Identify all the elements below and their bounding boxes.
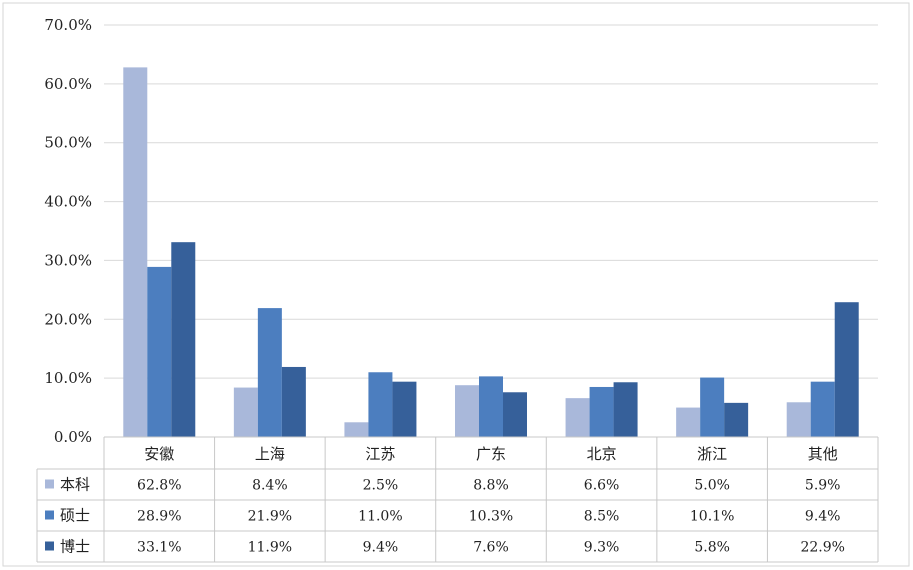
table-cell: 9.4% [805, 509, 841, 525]
table-cell: 21.9% [248, 509, 292, 525]
y-tick-label: 0.0% [54, 428, 92, 446]
y-tick-label: 70.0% [44, 16, 92, 34]
table-cell: 10.3% [469, 509, 513, 525]
legend-label: 本科 [60, 476, 90, 494]
y-tick-label: 20.0% [44, 310, 92, 328]
bar-1-3 [344, 422, 369, 437]
y-tick-label: 50.0% [44, 134, 92, 152]
bar-1-7 [786, 402, 811, 437]
table-cell: 33.1% [137, 540, 181, 556]
y-tick-label: 40.0% [44, 193, 92, 211]
bar-2-6 [700, 377, 725, 437]
bar-2-1 [147, 266, 172, 437]
legend-label: 博士 [60, 538, 90, 556]
bars [123, 67, 859, 438]
bar-3-4 [503, 392, 527, 437]
category-label: 广东 [476, 445, 506, 463]
bar-2-5 [589, 386, 614, 437]
bar-1-1 [123, 67, 148, 438]
category-label: 浙江 [697, 445, 727, 463]
table-cell: 2.5% [363, 478, 399, 494]
bar-3-6 [724, 402, 749, 437]
bar-3-7 [834, 302, 859, 437]
table-cell: 5.8% [694, 540, 730, 556]
bar-3-1 [171, 242, 196, 437]
legend-label: 硕士 [60, 507, 90, 525]
y-axis-ticks: 0.0% 10.0% 20.0% 30.0% 40.0% 50.0% 60.0% 70.0% [44, 16, 92, 446]
category-label: 江苏 [365, 445, 395, 463]
legend-swatch [45, 541, 54, 551]
table-cell: 62.8% [137, 478, 181, 494]
bar-1-4 [455, 385, 479, 437]
bar-3-5 [613, 382, 638, 437]
table-cell: 6.6% [584, 478, 620, 494]
table-cell: 28.9% [137, 509, 181, 525]
bar-1-5 [565, 398, 590, 437]
category-label: 其他 [808, 445, 838, 463]
table-cell: 22.9% [800, 540, 844, 556]
y-tick-label: 30.0% [44, 251, 92, 269]
y-tick-label: 10.0% [44, 369, 92, 387]
table-cell: 10.1% [690, 509, 734, 525]
bar-2-4 [479, 376, 503, 437]
table-cell: 11.0% [358, 509, 402, 525]
y-tick-label: 60.0% [44, 75, 92, 93]
bar-3-3 [392, 381, 417, 437]
bar-3-2 [281, 366, 306, 437]
table-cell: 8.4% [252, 478, 288, 494]
table-cell: 9.4% [363, 540, 399, 556]
legend-swatch [45, 479, 54, 489]
bar-2-3 [368, 372, 393, 437]
category-label: 北京 [587, 445, 617, 463]
table-cell: 7.6% [473, 540, 509, 556]
bar-2-2 [257, 308, 282, 437]
table-cell: 11.9% [248, 540, 292, 556]
category-label: 上海 [255, 445, 285, 463]
table-cell: 5.0% [694, 478, 730, 494]
table-cell: 8.8% [473, 478, 509, 494]
bar-1-6 [676, 407, 701, 437]
bar-2-7 [810, 381, 835, 437]
table-cell: 8.5% [584, 509, 620, 525]
table-cell: 5.9% [805, 478, 841, 494]
category-label: 安徽 [144, 445, 174, 463]
legend-swatch [45, 510, 54, 520]
table-cell: 9.3% [584, 540, 620, 556]
bar-1-2 [233, 387, 258, 437]
